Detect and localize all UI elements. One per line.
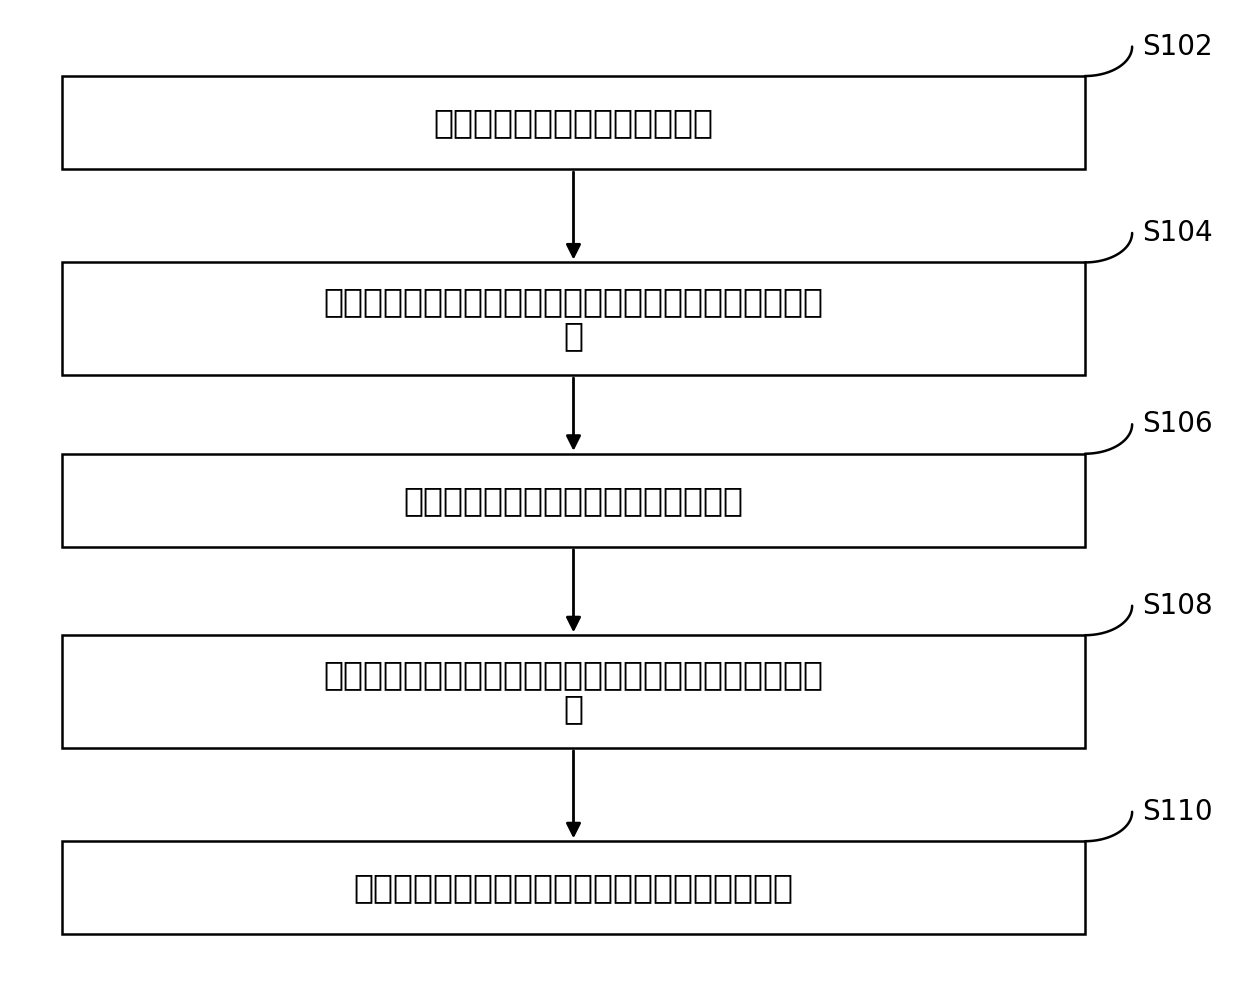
Text: S104: S104 <box>1142 219 1213 247</box>
Text: 位: 位 <box>563 319 584 352</box>
Text: 采集被测物体的步相移条纹图像: 采集被测物体的步相移条纹图像 <box>434 106 713 139</box>
FancyBboxPatch shape <box>62 841 1085 934</box>
Text: 基于最小二乘法求解得到各步相移条纹图像的空域折叠相: 基于最小二乘法求解得到各步相移条纹图像的空域折叠相 <box>324 285 823 319</box>
Text: 基于希尔伯特域相位得到被测特征的三维数据信息: 基于希尔伯特域相位得到被测特征的三维数据信息 <box>353 871 794 904</box>
FancyBboxPatch shape <box>62 636 1085 748</box>
FancyBboxPatch shape <box>62 453 1085 546</box>
FancyBboxPatch shape <box>62 77 1085 169</box>
FancyBboxPatch shape <box>62 262 1085 375</box>
Text: 位: 位 <box>563 692 584 725</box>
Text: S110: S110 <box>1142 798 1213 826</box>
Text: S108: S108 <box>1142 592 1213 620</box>
Text: S102: S102 <box>1142 32 1213 61</box>
Text: 对步相移条纹信号进行希尔伯特变换，计算希尔伯特域相: 对步相移条纹信号进行希尔伯特变换，计算希尔伯特域相 <box>324 658 823 692</box>
Text: 根据空域折叠相位反求步相移条纹信号: 根据空域折叠相位反求步相移条纹信号 <box>403 484 744 517</box>
Text: S106: S106 <box>1142 410 1213 439</box>
